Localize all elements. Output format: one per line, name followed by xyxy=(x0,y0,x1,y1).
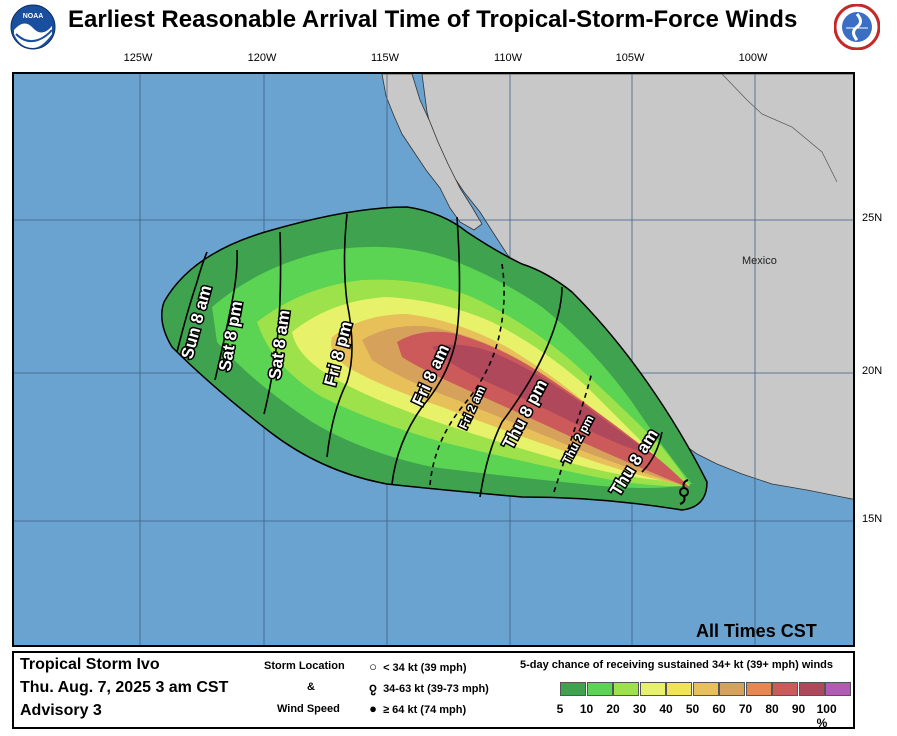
tropical-storm-icon xyxy=(679,479,689,505)
longitude-label: 100W xyxy=(738,52,768,64)
probability-swatch xyxy=(772,682,798,696)
longitude-label: 110W xyxy=(494,52,522,64)
tropical-storm-icon: ჹ xyxy=(369,680,377,695)
probability-tick: 80 xyxy=(765,702,779,716)
probability-tick: 100 % xyxy=(816,702,837,730)
longitude-label: 115W xyxy=(371,52,399,64)
latitude-label: 20N xyxy=(862,365,883,377)
legend-symbol-row: ● ≥ 64 kt (74 mph) xyxy=(366,701,466,716)
storm-name: Tropical Storm Ivo xyxy=(20,656,160,673)
probability-tick: 40 xyxy=(659,702,673,716)
probability-tick: 30 xyxy=(632,702,647,716)
probability-swatch xyxy=(745,682,772,696)
probability-swatch xyxy=(666,682,692,696)
longitude-label: 105W xyxy=(615,52,645,64)
probability-tick: 10 xyxy=(579,702,594,716)
probability-title: 5-day chance of receiving sustained 34+ … xyxy=(520,659,833,671)
legend-symbol-label: ≥ 64 kt (74 mph) xyxy=(383,704,467,716)
longitude-label: 120W xyxy=(247,52,277,64)
legend-symbol-row: ○ < 34 kt (39 mph) xyxy=(366,659,467,674)
advisory-date: Thu. Aug. 7, 2025 3 am CST xyxy=(20,679,229,696)
probability-tick: 90 xyxy=(791,702,806,716)
probability-swatch xyxy=(613,682,639,696)
map-svg: Thu 8 am Thu 2 pm Thu 8 pm Fri 2 am Fri … xyxy=(14,74,853,645)
probability-tick: 60 xyxy=(712,702,726,716)
prob-band-90 xyxy=(432,344,657,457)
symbol-amp: & xyxy=(307,681,315,693)
probability-tick: 70 xyxy=(738,702,753,716)
legend-symbol-label: < 34 kt (39 mph) xyxy=(383,662,467,674)
isochrone-sat-8pm xyxy=(214,249,238,381)
probability-swatch xyxy=(560,682,586,696)
latitude-label: 15N xyxy=(862,513,883,525)
isochrones xyxy=(176,213,663,498)
probability-tick: 50 xyxy=(685,702,700,716)
probability-swatch xyxy=(586,682,613,696)
isochrone-thu-8am xyxy=(641,431,663,473)
latitude-label: 25N xyxy=(862,212,883,224)
isochrone-fri-2am xyxy=(429,263,505,486)
hurricane-icon: ● xyxy=(369,701,377,716)
noaa-logo: NOAA xyxy=(10,4,56,50)
probability-swath xyxy=(161,206,708,511)
advisory-number: Advisory 3 xyxy=(20,702,102,719)
legend-symbol-label: 34-63 kt (39-73 mph) xyxy=(383,683,489,695)
isochrone-thu-2pm xyxy=(553,371,593,493)
probability-swatch xyxy=(692,682,719,696)
symbol-header: Storm Location xyxy=(264,660,345,672)
isochrone-thu-8pm xyxy=(479,286,563,498)
isochrone-fri-8pm xyxy=(326,213,353,458)
probability-tick: 20 xyxy=(606,702,620,716)
probability-swatch xyxy=(798,682,825,696)
symbol-footer: Wind Speed xyxy=(277,703,340,715)
country-label: Mexico xyxy=(742,255,777,267)
open-circle-icon: ○ xyxy=(369,659,377,674)
probability-swatch xyxy=(825,682,851,696)
probability-swatch xyxy=(719,682,745,696)
nws-logo xyxy=(834,4,880,50)
map-panel: Thu 8 am Thu 2 pm Thu 8 pm Fri 2 am Fri … xyxy=(12,72,855,647)
probability-swatch xyxy=(639,682,666,696)
isochrone-sat-8am xyxy=(263,231,282,415)
longitude-label: 125W xyxy=(123,52,153,64)
probability-tick: 5 xyxy=(556,702,564,716)
svg-text:NOAA: NOAA xyxy=(23,13,44,20)
isochrone-sun-8am xyxy=(176,251,208,353)
legend-panel: Tropical Storm Ivo Thu. Aug. 7, 2025 3 a… xyxy=(12,651,855,730)
baja-california-land xyxy=(381,74,483,231)
time-zone-note: All Times CST xyxy=(696,621,817,641)
border-line xyxy=(721,74,838,183)
legend-symbol-row: ჹ 34-63 kt (39-73 mph) xyxy=(366,680,489,696)
page-title: Earliest Reasonable Arrival Time of Trop… xyxy=(68,6,798,33)
isochrone-fri-8am xyxy=(391,216,461,485)
